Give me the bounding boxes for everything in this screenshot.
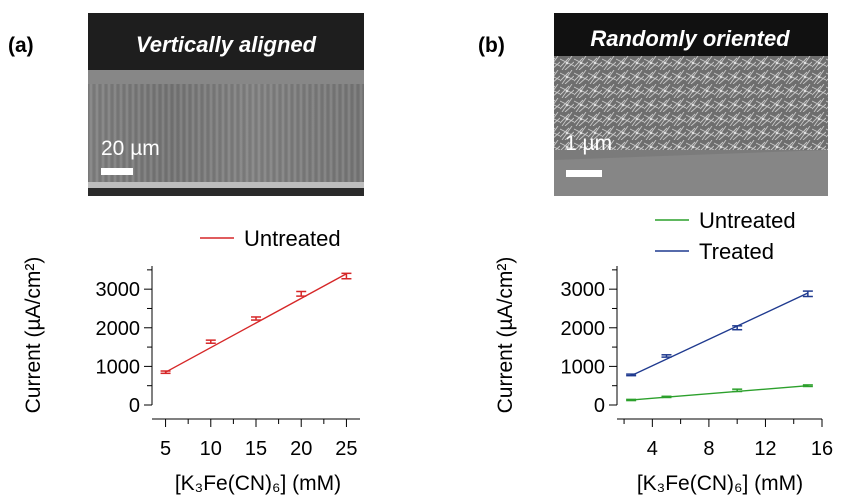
chart-a-y-tick-label: 0 [129, 395, 140, 417]
chart-b-x-axis-label: [K₃Fe(CN)₆] (mM) [637, 472, 803, 495]
chart-a-y-tick-label: 1000 [96, 356, 141, 378]
chart-b-series-1-fit-line [630, 292, 809, 377]
panel-b-scale-label: 1 µm [565, 132, 612, 155]
chart-a-y-tick-label: 3000 [96, 279, 141, 301]
chart-a-series-0-point [251, 316, 261, 321]
chart-a-x-tick-label: 25 [335, 438, 357, 460]
chart-b-legend-label-1: Treated [699, 239, 774, 264]
chart-b-series-0-point [732, 388, 743, 393]
chart-b-y-tick-label: 2000 [561, 318, 606, 340]
chart-b-series-1-point [732, 325, 743, 331]
chart-a-x-tick-label: 5 [160, 438, 171, 460]
chart-a-y-tick-label: 2000 [96, 318, 141, 340]
panel-b-label: (b) [478, 34, 505, 57]
chart-b-x-tick-label: 16 [811, 438, 833, 460]
panel-a-scale-label: 20 µm [101, 137, 160, 160]
chart-b-series-1-point [661, 354, 672, 358]
chart-a-y-axis-label: Current (µA/cm²) [22, 257, 45, 414]
chart-a-series-0-point [296, 290, 307, 297]
chart-a-x-tick-label: 10 [200, 438, 222, 460]
panel-a-micrograph: Vertically aligned 20 µm [88, 13, 364, 196]
chart-b-x-tick-label: 12 [754, 438, 776, 460]
chart-b-y-tick-label: 3000 [561, 279, 606, 301]
chart-b-y-tick-label: 0 [594, 395, 605, 417]
chart-b-y-tick-label: 1000 [561, 356, 606, 378]
panel-b-scale-bar [566, 170, 602, 177]
chart-a-series-0-fit-line [165, 273, 347, 373]
chart-b-series-0-fit-line [631, 384, 808, 401]
chart-b-series-0-point [802, 384, 813, 388]
chart-b-series-1-point [626, 373, 637, 377]
chart-b: 0 1000 2000 3000 4 8 12 16 Current (µA/cm²) [K₃Fe… [494, 208, 833, 495]
chart-a-series-0-point [205, 339, 216, 344]
panel-b-caption: Randomly oriented [590, 26, 790, 51]
chart-a-x-tick-label: 20 [290, 438, 312, 460]
chart-b-x-tick-label: 4 [647, 438, 658, 460]
chart-b-series-0-point [626, 398, 637, 402]
chart-a-x-tick-label: 15 [245, 438, 267, 460]
panel-a-scale-bar [101, 168, 133, 175]
chart-b-x-tick-label: 8 [703, 438, 714, 460]
chart-b-legend-label-0: Untreated [699, 208, 796, 233]
panel-b-micrograph: Randomly oriented 1 µm [554, 13, 828, 196]
chart-a-series-0-point [160, 370, 171, 375]
chart-b-series-1-point [802, 290, 813, 298]
chart-b-series-0-point [661, 395, 672, 399]
chart-a-x-axis-label: [K₃Fe(CN)₆] (mM) [175, 472, 341, 495]
chart-a: 0 1000 2000 3000 5 10 15 20 25 Current (µA/cm²) [K… [22, 226, 360, 495]
chart-b-y-axis-label: Current (µA/cm²) [494, 257, 517, 414]
random-nanotube-mesh [554, 56, 828, 156]
panel-a-label: (a) [8, 34, 34, 57]
panel-a-caption: Vertically aligned [136, 32, 317, 57]
chart-a-series-0-point [341, 272, 352, 280]
chart-a-legend-label-0: Untreated [244, 226, 341, 251]
